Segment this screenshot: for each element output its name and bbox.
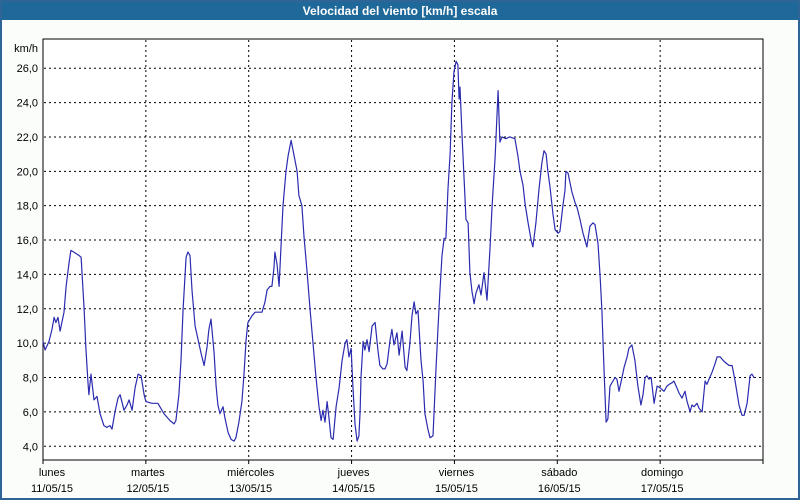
x-day-label: domingo xyxy=(641,467,683,479)
wind-speed-series-line xyxy=(42,60,755,442)
x-date-label: 12/05/15 xyxy=(126,483,169,495)
x-date-label: 17/05/15 xyxy=(641,483,684,495)
y-tick-label: 4,0 xyxy=(23,441,38,453)
x-day-label: sábado xyxy=(541,467,577,479)
x-date-label: 11/05/15 xyxy=(31,483,73,495)
y-tick-label: 22,0 xyxy=(17,132,38,144)
x-date-label: 13/05/15 xyxy=(229,483,272,495)
chart-title: Velocidad del viento [km/h] escala xyxy=(302,4,498,18)
y-tick-label: 16,0 xyxy=(17,235,38,247)
x-date-label: 15/05/15 xyxy=(435,483,478,495)
x-day-label: viernes xyxy=(439,467,475,479)
x-day-label: lunes xyxy=(39,467,66,479)
x-day-label: martes xyxy=(131,467,165,479)
y-tick-label: 14,0 xyxy=(17,269,38,281)
y-tick-label: 10,0 xyxy=(17,338,38,350)
y-tick-label: 18,0 xyxy=(17,201,38,213)
x-date-label: 16/05/15 xyxy=(538,483,581,495)
x-date-label: 14/05/15 xyxy=(332,483,375,495)
x-day-label: miércoles xyxy=(227,467,275,479)
y-tick-label: 20,0 xyxy=(17,166,38,178)
title-bar: Velocidad del viento [km/h] escala xyxy=(2,2,798,20)
y-axis-unit-label: km/h xyxy=(14,43,38,55)
y-tick-label: 12,0 xyxy=(17,304,38,316)
y-tick-label: 24,0 xyxy=(17,98,38,110)
y-tick-label: 6,0 xyxy=(23,407,38,419)
x-day-label: jueves xyxy=(337,467,370,479)
y-tick-label: 8,0 xyxy=(23,373,38,385)
y-tick-label: 26,0 xyxy=(17,63,38,75)
